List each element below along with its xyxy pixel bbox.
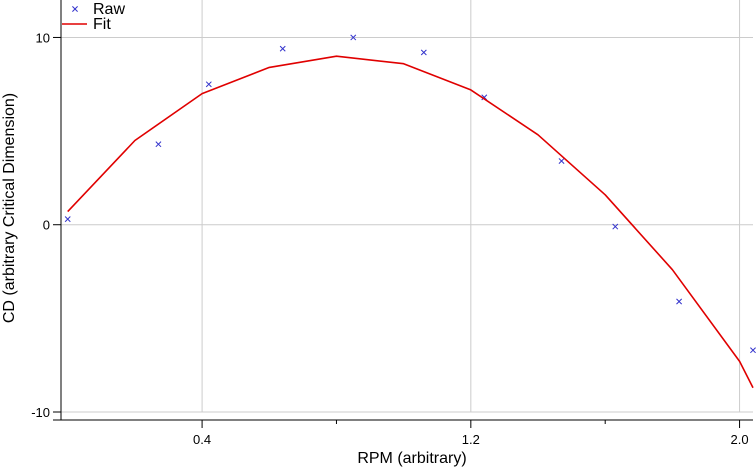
raw-marker-stroke bbox=[750, 347, 756, 354]
y-tick-label: -10 bbox=[31, 405, 50, 420]
raw-data-point bbox=[750, 347, 756, 354]
raw-data-point bbox=[64, 216, 71, 223]
legend-raw-swatch bbox=[72, 6, 78, 12]
legend-item: Fit bbox=[62, 16, 111, 33]
raw-data-point bbox=[612, 223, 619, 230]
raw-marker-stroke bbox=[676, 298, 683, 305]
raw-data-point bbox=[350, 34, 357, 41]
raw-marker-stroke bbox=[420, 49, 427, 56]
y-axis-title: CD (arbitrary Critical Dimension) bbox=[1, 93, 18, 323]
legend-marker-stroke bbox=[72, 6, 78, 12]
raw-marker-stroke bbox=[279, 45, 286, 52]
raw-data-point bbox=[558, 158, 565, 165]
x-axis-title: RPM (arbitrary) bbox=[357, 450, 466, 467]
y-tick-label: 10 bbox=[36, 30, 50, 45]
raw-data-point bbox=[155, 141, 162, 148]
raw-marker-stroke bbox=[481, 94, 488, 101]
raw-marker-stroke bbox=[350, 34, 357, 41]
raw-marker-stroke bbox=[205, 81, 212, 88]
y-tick-label: 0 bbox=[43, 218, 50, 233]
x-tick-label: 0.4 bbox=[193, 432, 211, 447]
series-layer bbox=[64, 34, 756, 389]
legend-label: Raw bbox=[93, 1, 125, 18]
raw-marker-stroke bbox=[558, 158, 565, 165]
raw-data-point bbox=[279, 45, 286, 52]
legend-label: Fit bbox=[93, 16, 111, 33]
fit-line bbox=[67, 55, 754, 389]
raw-marker-stroke bbox=[64, 216, 71, 223]
x-tick-label: 2.0 bbox=[731, 432, 749, 447]
legend-item: Raw bbox=[72, 1, 125, 18]
raw-data-point bbox=[420, 49, 427, 56]
raw-data-point bbox=[676, 298, 683, 305]
raw-marker-stroke bbox=[612, 223, 619, 230]
grid-layer bbox=[61, 0, 753, 413]
raw-marker-stroke bbox=[155, 141, 162, 148]
x-tick-label: 1.2 bbox=[462, 432, 480, 447]
raw-data-point bbox=[205, 81, 212, 88]
